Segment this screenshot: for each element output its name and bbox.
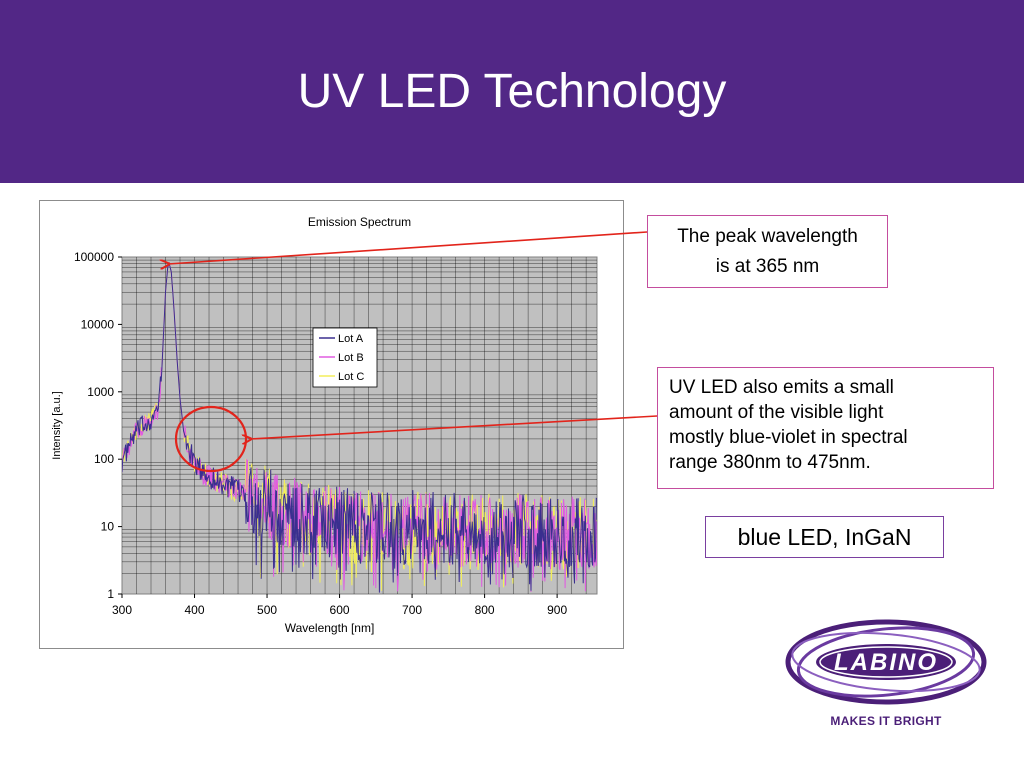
x-tick-label: 700: [402, 603, 422, 617]
y-tick-label: 100000: [74, 250, 114, 264]
chart-svg: Emission Spectrum 1 10 100 1000 10000 100000 30…: [51, 215, 598, 635]
callout-visible-line-4: range 380nm to 475nm.: [669, 452, 871, 473]
legend-label: Lot C: [338, 371, 364, 383]
blue-led-callout: blue LED, InGaN: [705, 516, 944, 558]
x-tick-label: 300: [112, 603, 132, 617]
slide-title: UV LED Technology: [297, 65, 727, 118]
legend-label: Lot B: [338, 352, 364, 364]
y-tick-label: 100: [94, 452, 114, 466]
y-tick-label: 1: [107, 587, 114, 601]
callout-peak-line-1: The peak wavelength: [677, 226, 858, 247]
chart-title: Emission Spectrum: [308, 215, 411, 229]
y-axis-label: Intensity [a.u.]: [51, 391, 63, 459]
series-line-lot-b: [122, 261, 597, 592]
y-tick-label: 1000: [87, 385, 114, 399]
labino-logo: LABINO: [785, 619, 987, 705]
peak-wavelength-callout: The peak wavelength is at 365 nm: [647, 215, 888, 288]
logo-wordmark: LABINO: [834, 649, 938, 676]
callout-peak-line-2: is at 365 nm: [715, 256, 820, 277]
y-tick-label: 10: [101, 520, 115, 534]
legend-label: Lot A: [338, 333, 364, 345]
logo-swirl-icon: [785, 619, 987, 705]
x-tick-label: 800: [475, 603, 495, 617]
y-tick-label: 10000: [81, 317, 115, 331]
callout-visible-line-2: amount of the visible light: [669, 402, 884, 423]
chart-legend: Lot A Lot B Lot C: [312, 327, 378, 388]
x-tick-label: 600: [330, 603, 350, 617]
x-tick-label: 400: [185, 603, 205, 617]
x-tick-label: 900: [547, 603, 567, 617]
x-tick-label: 500: [257, 603, 277, 617]
emission-spectrum-chart: Emission Spectrum 1 10 100 1000 10000 100000 30…: [39, 200, 624, 649]
logo-tagline: MAKES IT BRIGHT: [830, 714, 942, 728]
visible-light-callout: UV LED also emits a small amount of the …: [657, 367, 994, 489]
header-bar: UV LED Technology: [0, 0, 1024, 183]
callout-visible-line-1: UV LED also emits a small: [669, 377, 894, 398]
callout-visible-line-3: mostly blue-violet in spectral: [669, 427, 908, 448]
x-axis-label: Wavelength [nm]: [285, 621, 375, 635]
